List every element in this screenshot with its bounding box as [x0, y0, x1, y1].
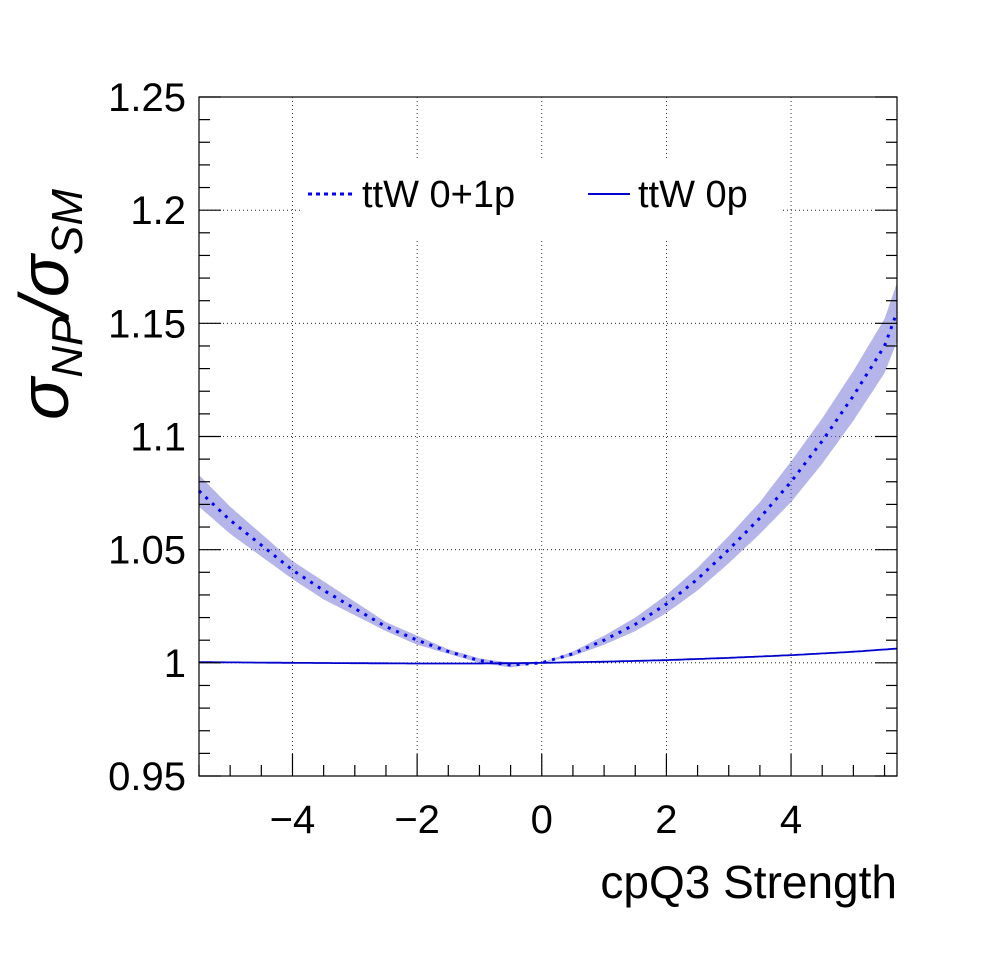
- legend-label-ttw-0p: ttW 0p: [638, 174, 748, 216]
- x-tick-label: 4: [780, 798, 802, 842]
- y-tick-label: 1: [164, 642, 186, 686]
- y-title-sub-sm: SM: [43, 189, 92, 255]
- legend-label-ttw-0p1p: ttW 0+1p: [362, 174, 515, 216]
- x-tick-label: 2: [655, 798, 677, 842]
- x-tick-label: 0: [531, 798, 553, 842]
- y-tick-label: 1.1: [130, 416, 186, 460]
- x-axis-title: cpQ3 Strength: [600, 856, 897, 908]
- y-tick-label: 0.95: [108, 755, 186, 799]
- x-tick-label: −4: [270, 798, 316, 842]
- series-lines: [197, 311, 899, 667]
- y-tick-label: 1.05: [108, 529, 186, 573]
- series-ttw-0p-line: [199, 647, 898, 665]
- legend: ttW 0+1p ttW 0p: [300, 160, 780, 240]
- y-tick-label: 1.25: [108, 76, 186, 120]
- x-tick-label: −2: [394, 798, 440, 842]
- y-title-sub-np: NP: [43, 316, 92, 378]
- y-axis-title: σNP/σSM: [5, 189, 92, 420]
- y-tick-label: 1.2: [130, 189, 186, 233]
- tick-labels: −4 −2 0 2 4 0.95 1 1.05 1.1 1.15 1.2 1.25: [108, 76, 802, 842]
- legend-background: [300, 160, 780, 240]
- y-title-sigma-sm: σ: [5, 252, 83, 297]
- axis-ticks: [198, 96, 897, 777]
- y-tick-label: 1.15: [108, 302, 186, 346]
- svg-text:σNP/σSM: σNP/σSM: [5, 189, 92, 420]
- y-title-sigma-np: σ: [5, 375, 83, 420]
